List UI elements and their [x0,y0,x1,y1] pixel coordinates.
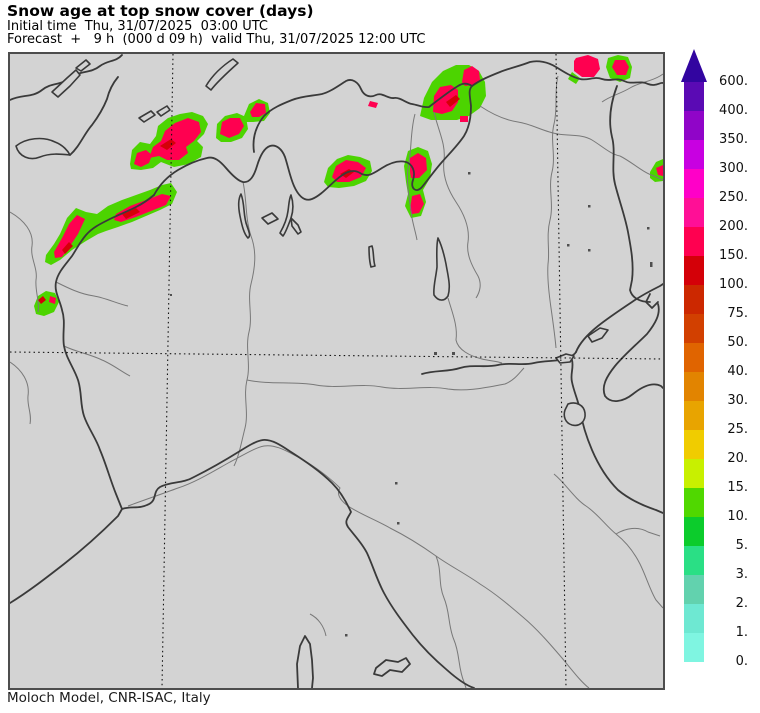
coast-liguria [10,439,475,688]
legend-segment [684,459,704,488]
legend-segment [684,111,704,140]
legend-segment [684,227,704,256]
lagoon-comacchio [563,402,586,427]
coastlines-and-borders [10,54,663,688]
color-scale-bar [684,82,704,662]
legend-tick-label: 600. [719,74,748,89]
border-swiss-italy [153,85,473,201]
legend-segment [684,488,704,517]
legend-tick-label: 300. [719,161,748,176]
lagoon-grado [555,353,575,364]
meridian-east [555,54,567,688]
lake-zurich [205,58,239,91]
coast-istria [602,303,663,402]
legend-segment [684,372,704,401]
parallel [10,351,663,360]
lake-lugano [261,212,279,225]
legend-segment [684,256,704,285]
snow-patch-tauern-west [574,55,600,77]
legend-tick-label: 15. [727,480,748,495]
legend-segment [684,285,704,314]
legend-tick-label: 30. [727,393,748,408]
legend-tick-label: 10. [727,509,748,524]
legend-tick-label: 75. [727,306,748,321]
legend-tick-label: 20. [727,451,748,466]
legend-tick-label: 40. [727,364,748,379]
legend-segment [684,140,704,169]
legend-segment [684,82,704,111]
snow-patches [34,55,663,316]
border-france-italy [54,194,155,510]
color-scale-labels: 600. 400. 350. 300. 250. 200. 150. 100. 75. 50. 40… [706,74,748,669]
lake-garda [433,237,451,301]
cap-corse [296,635,314,688]
legend-tick-label: 200. [719,219,748,234]
border-swiss-north [252,79,473,153]
legend-segment [684,575,704,604]
legend-tick-label: 400. [719,103,748,118]
legend-tick-label: 0. [735,654,748,669]
page-title: Snow age at top snow cover (days) [7,2,314,20]
legend-segment [684,314,704,343]
island-elba [373,657,411,677]
legend-tick-label: 5. [735,538,748,553]
map-panel [8,52,665,690]
coast-veneto [421,351,577,375]
border-jura [10,54,123,101]
legend-segment [684,401,704,430]
map-svg [10,54,663,688]
legend-tick-label: 3. [735,567,748,582]
forecast-valid-line: Forecast + 9 h (000 d 09 h) valid Thu, 3… [7,32,426,47]
legend-tick-label: 1. [735,625,748,640]
legend-tick-label: 50. [727,335,748,350]
legend-tick-label: 350. [719,132,748,147]
lake-geneva [15,137,71,160]
lake-como [279,194,294,237]
legend-segment [684,169,704,198]
map-dots [170,172,653,637]
model-credit: Moloch Model, CNR-ISAC, Italy [7,690,211,706]
legend-tick-label: 25. [727,422,748,437]
legend-arrow [681,49,707,82]
legend-segment [684,633,704,662]
coast-friuli [575,283,663,353]
legend-tick-label: 150. [719,248,748,263]
lake-maggiore [237,193,251,239]
legend-segment [684,517,704,546]
lake-neuchatel [51,69,81,98]
lake-iseo [368,245,376,268]
legend-segment [684,430,704,459]
legend-tick-label: 100. [719,277,748,292]
legend-segment [684,546,704,575]
border-slovenia [609,85,651,303]
region-borders [10,73,663,688]
legend-tick-label: 2. [735,596,748,611]
legend-segment [684,604,704,633]
coast-romagna [570,359,663,514]
graticule [10,54,663,688]
legend-segment [684,343,704,372]
legend-tick-label: 250. [719,190,748,205]
legend-segment [684,198,704,227]
border-austria [471,60,663,87]
initial-time-line: Initial time Thu, 31/07/2025 03:00 UTC [7,19,268,34]
